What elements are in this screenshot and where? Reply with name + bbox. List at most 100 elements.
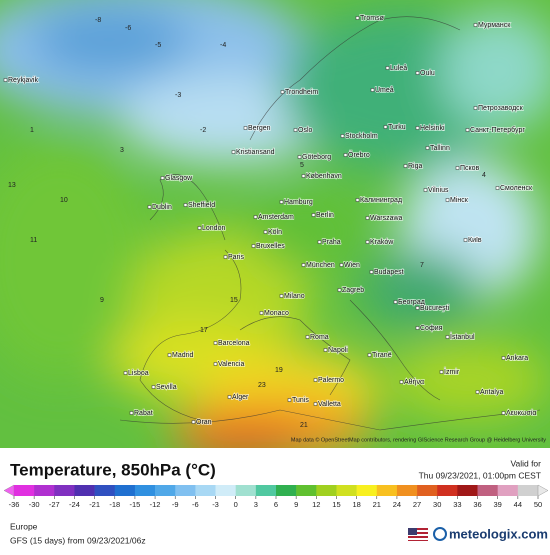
city-label: Paris — [228, 254, 244, 261]
city-marker — [415, 71, 420, 75]
city-marker — [167, 353, 172, 357]
scale-segment — [74, 485, 95, 496]
city-marker — [151, 385, 156, 389]
city-label: Valencia — [218, 361, 244, 368]
city-label: Петрозаводск — [478, 105, 524, 112]
city-label: Barcelona — [218, 340, 250, 347]
scale-tick-label: 39 — [494, 500, 502, 509]
color-scale: -36 -30 -27 -24 -21 -18 -15 -12 -9 -6 -3 0 3 6 9 12 15 18… — [3, 484, 549, 509]
isotherm-label: -3 — [175, 92, 181, 99]
city-marker — [365, 240, 370, 244]
city-label: Praha — [322, 239, 341, 246]
city-label: Tiranë — [372, 352, 392, 359]
city-label: София — [420, 325, 443, 332]
city-label: Ankara — [506, 355, 528, 362]
city-label: Санкт-Петербург — [470, 126, 525, 134]
city-marker — [425, 146, 430, 150]
city-label: Göteborg — [302, 154, 331, 161]
city-marker — [191, 420, 196, 424]
city-marker — [445, 335, 450, 339]
city-label: Oulu — [420, 70, 435, 77]
city-label: Псков — [460, 165, 480, 172]
city-marker — [323, 348, 328, 352]
city-marker — [129, 411, 134, 415]
isotherm-label: 21 — [300, 422, 308, 429]
scale-segment — [497, 485, 519, 496]
city-marker — [183, 203, 188, 207]
city-marker — [423, 188, 428, 192]
city-marker — [455, 166, 460, 170]
scale-segment — [195, 485, 216, 496]
scale-segment — [437, 485, 458, 496]
scale-segment — [94, 485, 116, 496]
scale-segment — [477, 485, 498, 496]
title: Temperature, 850hPa (°C) — [10, 460, 216, 479]
city-label: Warszawa — [370, 215, 403, 222]
scale-tick-label: -9 — [172, 500, 179, 509]
city-label: Lisboa — [128, 370, 149, 377]
isotherm-label: 9 — [100, 297, 104, 304]
scale-segment — [336, 485, 357, 496]
city-label: Bergen — [248, 125, 271, 132]
city-marker — [369, 270, 374, 274]
valid-time: Thu 09/23/2021, 01:00pm CEST — [419, 470, 541, 480]
scale-segment — [114, 485, 136, 496]
city-marker — [370, 88, 375, 92]
city-label: Oslo — [298, 127, 313, 134]
city-label: Київ — [468, 237, 482, 244]
city-label: Λευκωσία — [506, 409, 536, 417]
city-marker — [439, 370, 444, 374]
scale-tick-label: 3 — [254, 500, 258, 509]
city-marker — [263, 230, 268, 234]
city-marker — [123, 371, 128, 375]
city-label: Napoli — [328, 347, 348, 354]
scale-segment — [276, 485, 297, 496]
city-marker — [279, 200, 284, 204]
scale-tick-label: 27 — [413, 500, 421, 509]
isotherm-label: 1 — [30, 127, 34, 134]
scale-tick-label: -6 — [192, 500, 199, 509]
city-marker — [279, 294, 284, 298]
city-label: Roma — [310, 334, 329, 341]
scale-segment — [235, 485, 257, 496]
city-marker — [385, 66, 390, 70]
city-marker — [287, 398, 292, 402]
city-marker — [231, 150, 236, 154]
scale-segment — [316, 485, 337, 496]
city-marker — [313, 402, 318, 406]
city-label: Kristiansand — [236, 149, 275, 156]
scale-segment — [376, 485, 398, 496]
city-marker — [259, 311, 264, 315]
scale-tick-label: 33 — [453, 500, 461, 509]
city-label: Örebro — [348, 151, 370, 159]
city-marker — [213, 362, 218, 366]
scale-segment — [296, 485, 317, 496]
scale-tick-label: -36 — [9, 500, 20, 509]
city-marker — [501, 411, 506, 415]
scale-segment — [417, 485, 438, 496]
scale-tick-label: 9 — [294, 500, 298, 509]
city-label: İzmir — [444, 367, 460, 376]
scale-tick-label: -27 — [49, 500, 60, 509]
city-marker — [337, 288, 342, 292]
valid-label: Valid for — [510, 458, 541, 468]
city-marker — [317, 240, 322, 244]
city-marker — [339, 263, 344, 267]
brand: meteologix.com — [449, 526, 548, 541]
isotherm-label: 23 — [258, 382, 266, 389]
scale-segment — [54, 485, 75, 496]
scale-segment — [457, 485, 478, 496]
city-label: Madrid — [172, 352, 194, 359]
city-marker — [399, 380, 404, 384]
scale-segment — [14, 485, 35, 496]
city-label: București — [420, 305, 450, 312]
isotherm-label: 11 — [30, 237, 37, 244]
city-marker — [227, 395, 232, 399]
scale-high-arrow — [537, 484, 549, 497]
city-label: København — [306, 173, 342, 180]
city-marker — [3, 78, 8, 82]
flag — [408, 528, 428, 541]
isotherm-label: -4 — [220, 42, 226, 49]
city-label: Αθήνα — [404, 379, 424, 386]
